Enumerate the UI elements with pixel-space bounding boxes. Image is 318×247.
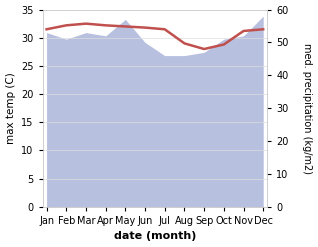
Y-axis label: max temp (C): max temp (C) — [5, 72, 16, 144]
Y-axis label: med. precipitation (kg/m2): med. precipitation (kg/m2) — [302, 43, 313, 174]
X-axis label: date (month): date (month) — [114, 231, 196, 242]
